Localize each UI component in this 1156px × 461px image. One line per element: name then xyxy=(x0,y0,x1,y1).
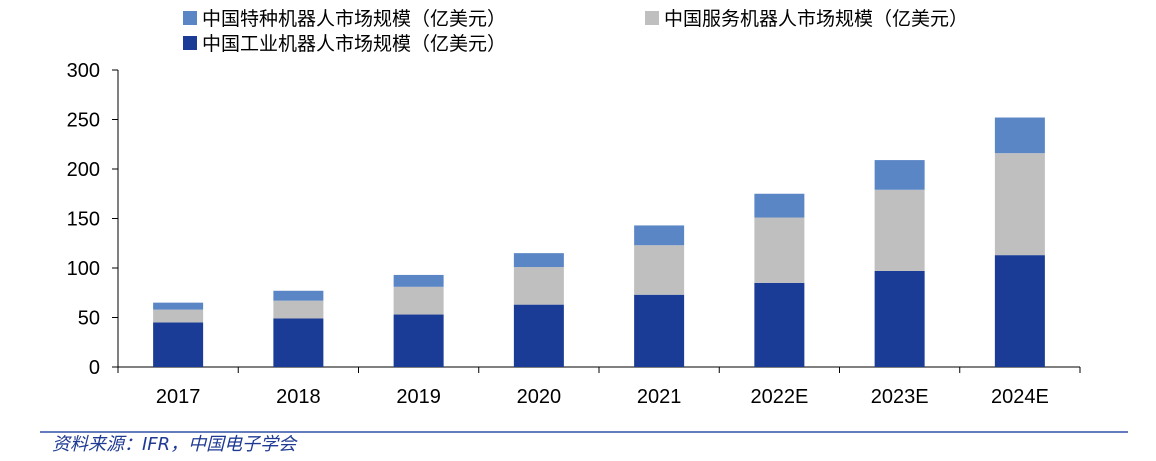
legend-swatch-industrial xyxy=(183,36,197,50)
x-tick-label: 2017 xyxy=(156,386,201,408)
bar-industrial xyxy=(634,294,685,367)
x-tick-label: 2024E xyxy=(991,386,1049,408)
bars xyxy=(153,117,1045,367)
bar-industrial xyxy=(754,282,805,367)
legend-label-service: 中国服务机器人市场规模（亿美元） xyxy=(664,8,968,30)
bar-service xyxy=(273,300,324,319)
bar-special xyxy=(273,290,324,301)
bar-industrial xyxy=(393,314,444,367)
bar-service xyxy=(874,189,925,271)
bar-special xyxy=(754,193,805,218)
bar-special xyxy=(513,253,564,268)
legend-swatch-special xyxy=(183,11,197,25)
x-axis: 2017 2018 2019 2020 2021 2022E 2023E 2024E xyxy=(117,366,1081,408)
y-tick-label: 250 xyxy=(67,110,100,132)
x-tick-label: 2023E xyxy=(871,386,929,408)
bar-service xyxy=(393,286,444,315)
y-tick-label: 50 xyxy=(78,308,100,330)
legend-item-industrial: 中国工业机器人市场规模（亿美元） xyxy=(183,33,506,55)
bar-industrial xyxy=(874,270,925,367)
x-tick-label: 2022E xyxy=(750,386,808,408)
x-tick-label: 2021 xyxy=(637,386,682,408)
y-tick-label: 100 xyxy=(67,258,100,280)
bar-industrial xyxy=(273,318,324,367)
bar-service xyxy=(994,153,1045,256)
bar-service xyxy=(634,245,685,295)
bar-service xyxy=(513,267,564,305)
bar-special xyxy=(153,302,204,310)
bar-special xyxy=(874,160,925,190)
legend: 中国特种机器人市场规模（亿美元） 中国服务机器人市场规模（亿美元） 中国工业机器… xyxy=(183,8,968,55)
x-tick-label: 2019 xyxy=(396,386,441,408)
legend-item-service: 中国服务机器人市场规模（亿美元） xyxy=(645,8,968,30)
y-tick-label: 0 xyxy=(89,357,100,379)
y-tick-label: 300 xyxy=(67,60,100,82)
legend-item-special: 中国特种机器人市场规模（亿美元） xyxy=(183,8,506,30)
legend-label-special: 中国特种机器人市场规模（亿美元） xyxy=(202,8,506,30)
y-tick-label: 150 xyxy=(67,209,100,231)
bar-industrial xyxy=(153,322,204,367)
bar-special xyxy=(634,225,685,246)
source-note: 资料来源：IFR，中国电子学会 xyxy=(52,434,298,455)
bar-industrial xyxy=(994,255,1045,367)
x-tick-label: 2018 xyxy=(276,386,321,408)
bar-service xyxy=(754,217,805,283)
bar-service xyxy=(153,309,204,323)
legend-label-industrial: 中国工业机器人市场规模（亿美元） xyxy=(202,33,506,55)
legend-swatch-service xyxy=(645,11,659,25)
bar-industrial xyxy=(513,304,564,367)
bar-special xyxy=(994,117,1045,154)
y-axis: 0 50 100 150 200 250 300 xyxy=(67,60,119,379)
bar-special xyxy=(393,274,444,287)
y-tick-label: 200 xyxy=(67,159,100,181)
x-tick-label: 2020 xyxy=(517,386,562,408)
